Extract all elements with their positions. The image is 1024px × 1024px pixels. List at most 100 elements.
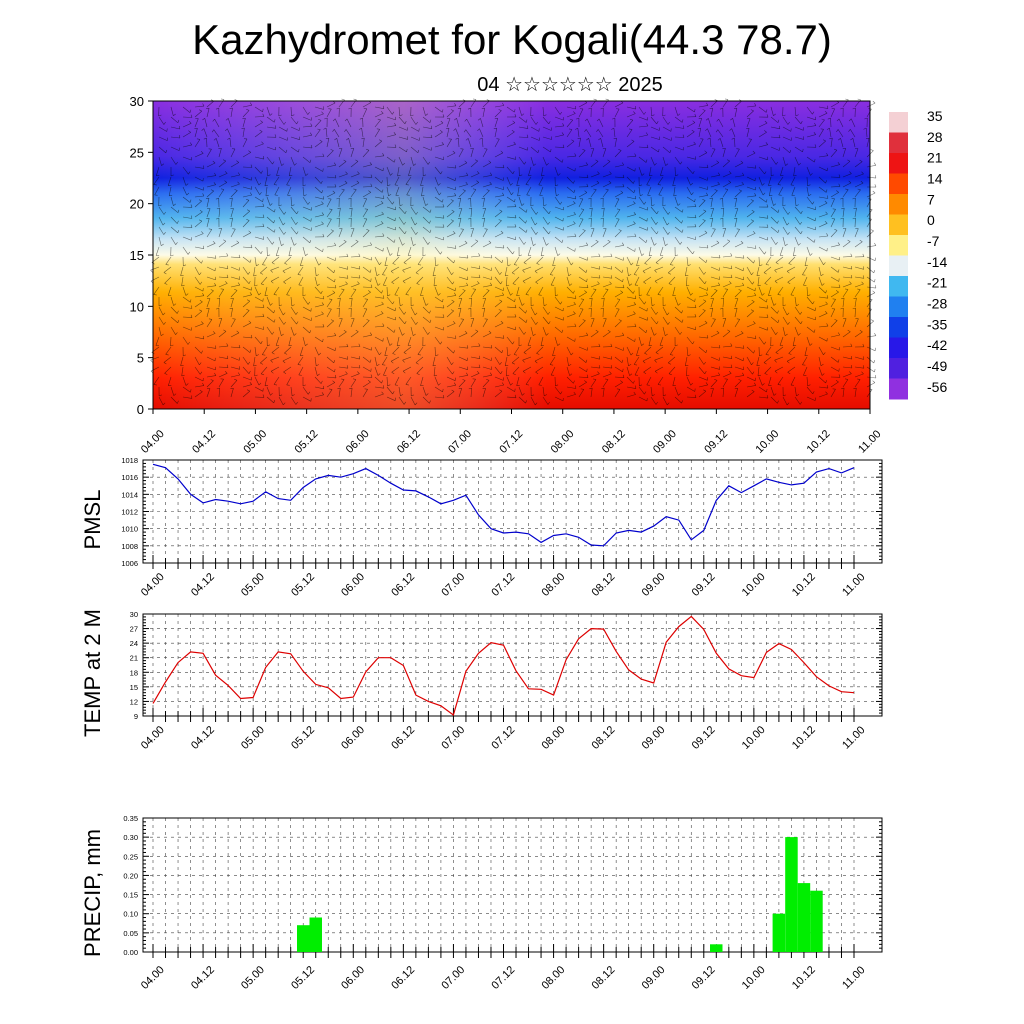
precip-bar — [297, 925, 310, 952]
ytick-label: 0.20 — [123, 871, 138, 880]
xtick-label: 10.12 — [790, 964, 818, 992]
xtick-label: 11.00 — [840, 571, 867, 598]
xtick-label: 08.00 — [539, 964, 567, 992]
colorbar-label: 0 — [927, 212, 935, 228]
heatmap-shading — [153, 101, 870, 409]
xtick-label: 09.12 — [690, 964, 718, 992]
heatmap-xtick-label: 05.12 — [293, 428, 321, 456]
xtick-label: 04.00 — [139, 571, 167, 599]
precip-bar — [797, 883, 811, 952]
page-title: Kazhydromet for Kogali(44.3 78.7) — [192, 16, 832, 63]
colorbar-segment — [889, 317, 908, 338]
heatmap-xtick-label: 07.12 — [497, 428, 525, 456]
heatmap-xtick-label: 09.12 — [702, 428, 730, 456]
heatmap-ytick-label: 5 — [137, 351, 144, 366]
colorbar-label: -56 — [927, 379, 947, 395]
xtick-label: 06.12 — [389, 571, 417, 599]
xtick-label: 07.00 — [439, 724, 467, 752]
xtick-label: 05.00 — [239, 964, 267, 992]
colorbar-label: -21 — [927, 275, 947, 291]
precip-bar — [772, 913, 786, 952]
xtick-label: 06.00 — [339, 571, 367, 599]
colorbar-label: 35 — [927, 108, 943, 124]
heatmap-xtick-label: 06.00 — [344, 428, 372, 456]
pmsl-panel: 1006 1008 1010 1012 1014 1016 1018 04.00 04.12 05… — [80, 456, 883, 599]
xtick-label: 10.00 — [740, 571, 768, 599]
heatmap-xtick-label: 10.00 — [753, 428, 781, 456]
xtick-label: 07.00 — [439, 964, 467, 992]
xtick-label: 11.00 — [840, 964, 867, 991]
ytick-label: 0.10 — [123, 910, 138, 919]
wind-barbs — [150, 98, 877, 406]
xtick-label: 06.00 — [339, 724, 367, 752]
heatmap-xtick-label: 09.00 — [651, 428, 679, 456]
xtick-label: 05.12 — [289, 724, 317, 752]
ytick-label: 18 — [130, 668, 138, 677]
xtick-label: 04.00 — [139, 964, 167, 992]
colorbar-label: -14 — [927, 254, 947, 270]
ytick-label: 24 — [130, 639, 138, 648]
xtick-label: 09.12 — [690, 571, 718, 599]
xtick-label: 09.00 — [640, 964, 668, 992]
colorbar-label: 7 — [927, 191, 935, 207]
colorbar-segment — [889, 214, 908, 236]
xtick-label: 05.12 — [289, 964, 317, 992]
xtick-label: 07.12 — [489, 964, 517, 992]
ytick-label: 0.25 — [123, 852, 138, 861]
pmsl-series-line — [152, 463, 855, 547]
colorbar-segment — [889, 276, 908, 297]
heatmap-xtick-label: 11.00 — [856, 428, 883, 455]
heatmap-xtick-label: 08.12 — [600, 428, 628, 456]
temp-series-line — [152, 615, 855, 716]
heatmap-ytick-label: 10 — [130, 299, 144, 314]
y-axis-title: PMSL — [80, 490, 105, 550]
ytick-label: 12 — [130, 697, 138, 706]
colorbar-label: -7 — [927, 233, 940, 249]
xtick-label: 04.12 — [189, 724, 217, 752]
xtick-label: 06.12 — [389, 964, 417, 992]
heatmap-ytick-label: 30 — [130, 94, 144, 109]
y-axis-title: TEMP at 2 M — [80, 609, 105, 737]
colorbar-segment — [889, 194, 908, 215]
heatmap-ytick-label: 0 — [137, 402, 144, 417]
xtick-label: 09.00 — [640, 571, 668, 599]
ytick-label: 1012 — [121, 508, 138, 517]
xtick-label: 07.00 — [439, 571, 467, 599]
ytick-label: 0.30 — [123, 833, 138, 842]
colorbar-segment — [889, 153, 908, 174]
colorbar-segment — [889, 255, 908, 277]
xtick-label: 05.00 — [239, 571, 267, 599]
colorbar-label: 28 — [927, 129, 943, 145]
xtick-label: 08.00 — [539, 724, 567, 752]
heatmap-xtick-label: 07.00 — [446, 428, 474, 456]
heatmap-xtick-label: 04.00 — [139, 428, 167, 456]
precip-bar — [810, 890, 823, 952]
ytick-label: 0.15 — [123, 891, 138, 900]
colorbar-segment — [889, 358, 908, 379]
grid-lines — [143, 459, 882, 564]
panel-frame — [142, 817, 883, 953]
xtick-label: 09.12 — [690, 724, 718, 752]
xtick-label: 07.12 — [489, 724, 517, 752]
xtick-label: 11.00 — [840, 724, 867, 751]
xtick-label: 07.12 — [489, 571, 517, 599]
temp-2m-panel: 9 12 15 18 21 24 27 30 04.00 04.12 05.00 05.12 06.00… — [80, 609, 883, 752]
heatmap-xtick-label: 05.00 — [241, 428, 269, 456]
ytick-label: 30 — [130, 610, 138, 619]
ytick-label: 1010 — [121, 525, 138, 534]
ytick-label: 21 — [130, 654, 138, 663]
precip-bar — [785, 837, 798, 952]
colorbar-segment — [889, 337, 908, 359]
colorbar-label: -42 — [927, 337, 947, 353]
xtick-label: 08.12 — [590, 571, 618, 599]
heatmap-xtick-label: 10.12 — [805, 428, 833, 456]
xtick-label: 04.12 — [189, 571, 217, 599]
xtick-label: 08.12 — [590, 724, 618, 752]
xtick-label: 05.12 — [289, 571, 317, 599]
colorbar-segment — [889, 235, 908, 256]
heatmap-xtick-label: 06.12 — [395, 428, 423, 456]
xtick-label: 10.12 — [790, 571, 818, 599]
xtick-label: 04.00 — [139, 724, 167, 752]
xtick-label: 04.12 — [189, 964, 217, 992]
